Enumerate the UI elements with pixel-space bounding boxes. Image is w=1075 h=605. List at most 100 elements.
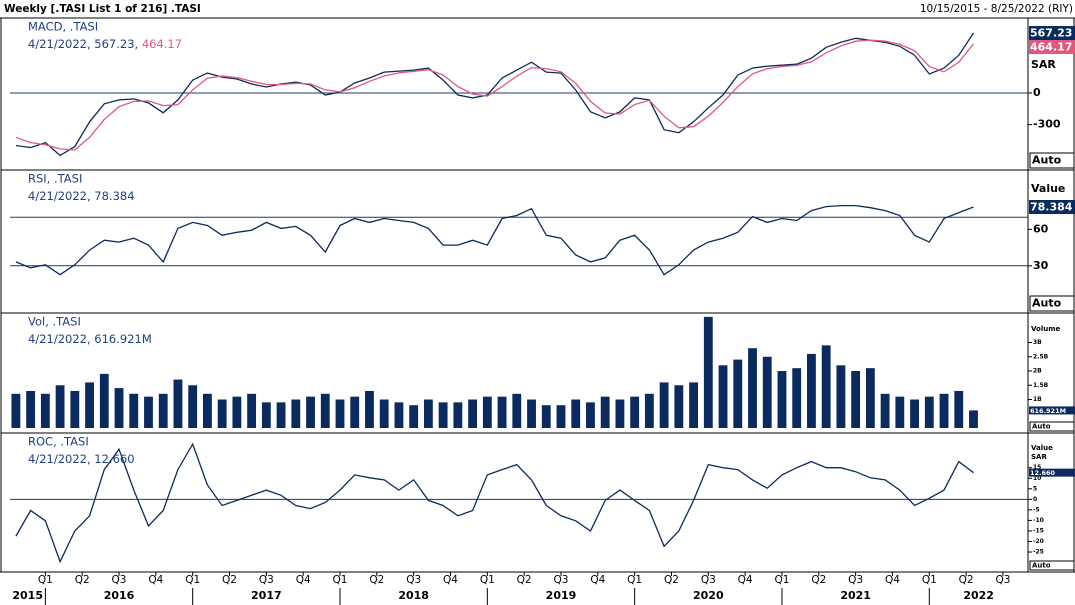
volume-bar <box>969 410 978 429</box>
volume-bar <box>482 396 492 429</box>
x-tick-label: Q4 <box>885 574 900 586</box>
volume-bar <box>497 396 507 429</box>
volume-bar <box>659 382 669 429</box>
last-value-label: 464.17 <box>1030 41 1072 54</box>
x-tick-label: Q3 <box>259 574 274 586</box>
volume-bar <box>394 402 404 429</box>
axis-title: SAR <box>1031 58 1056 71</box>
volume-bar <box>335 399 345 429</box>
axis-title: SAR <box>1031 453 1047 461</box>
volume-bar <box>615 399 625 429</box>
volume-bar <box>188 385 198 429</box>
volume-bar <box>910 399 919 429</box>
volume-bar <box>792 368 802 429</box>
y-tick-label: 2B <box>1033 368 1042 375</box>
x-tick-label: Q2 <box>959 574 974 586</box>
volume-bar <box>99 373 109 429</box>
panel-title: MACD, .TASI <box>28 20 98 34</box>
volume-bar <box>129 393 139 429</box>
panel-title: RSI, .TASI <box>28 172 82 186</box>
y-tick-label: 1B <box>1033 396 1042 403</box>
y-tick-label: -20 <box>1033 538 1044 545</box>
x-tick-label: Q3 <box>701 574 716 586</box>
x-tick-label: Q4 <box>296 574 311 586</box>
volume-bar <box>718 365 728 429</box>
panel-readout: 4/21/2022, 78.384 <box>28 189 135 203</box>
year-label: 2015 <box>12 589 43 602</box>
volume-bar <box>541 405 551 429</box>
y-tick-label: 0 <box>1033 86 1041 99</box>
auto-label: Auto <box>1032 297 1062 310</box>
year-label: 2017 <box>251 589 282 602</box>
volume-bar <box>924 396 934 429</box>
x-tick-label: Q3 <box>112 574 127 586</box>
volume-bar <box>748 348 757 429</box>
y-tick-label: 30 <box>1033 259 1049 272</box>
y-tick-label: -15 <box>1033 527 1044 534</box>
x-tick-label: Q1 <box>922 574 937 586</box>
auto-button <box>1029 421 1075 432</box>
series-line <box>15 39 975 151</box>
y-tick-label: 2.5B <box>1033 353 1049 360</box>
volume-bar <box>865 368 875 429</box>
x-tick-label: Q1 <box>627 574 642 586</box>
y-tick-label: 60 <box>1033 222 1049 235</box>
volume-bar <box>40 393 50 429</box>
x-tick-label: Q2 <box>517 574 532 586</box>
x-tick-label: Q4 <box>590 574 605 586</box>
year-label: 2021 <box>840 589 871 602</box>
volume-bar <box>468 399 478 429</box>
auto-button <box>1029 152 1075 169</box>
volume-bar <box>276 402 286 429</box>
auto-label: Auto <box>1032 423 1051 431</box>
y-tick-label: 3B <box>1033 339 1042 346</box>
x-tick-label: Q3 <box>995 574 1010 586</box>
volume-bar <box>232 396 242 429</box>
axis-title: Volume <box>1031 325 1061 333</box>
x-tick-label: Q3 <box>554 574 569 586</box>
volume-bar <box>836 365 846 429</box>
volume-bar <box>600 396 610 429</box>
x-tick-label: Q2 <box>222 574 237 586</box>
y-tick-label: 5 <box>1033 485 1037 492</box>
volume-bar <box>11 393 21 429</box>
readout-part: 4/21/2022, 567.23, <box>28 37 142 51</box>
year-label: 2016 <box>104 589 135 602</box>
y-tick-label: 15 <box>1033 464 1041 471</box>
volume-bar <box>762 356 772 429</box>
volume-bar <box>644 393 654 429</box>
volume-bar <box>291 399 301 429</box>
panel-readout: 4/21/2022, 12.660 <box>28 452 135 466</box>
x-tick-label: Q1 <box>774 574 789 586</box>
volume-bar <box>85 382 94 429</box>
x-tick-label: Q2 <box>664 574 679 586</box>
volume-bar <box>630 396 640 429</box>
volume-bar <box>158 393 168 429</box>
volume-bar <box>379 399 389 429</box>
volume-bar <box>586 402 595 429</box>
volume-bar <box>144 396 153 429</box>
volume-bar <box>939 393 949 429</box>
x-tick-label: Q1 <box>185 574 200 586</box>
volume-bar <box>674 385 684 429</box>
volume-bar <box>453 402 463 429</box>
x-tick-label: Q3 <box>848 574 863 586</box>
volume-bar <box>306 396 315 429</box>
readout-part: 4/21/2022, 616.921M <box>28 332 152 346</box>
volume-bar <box>365 390 374 429</box>
last-value-box <box>1029 26 1075 41</box>
volume-bar <box>527 399 536 429</box>
volume-bar <box>55 385 65 429</box>
x-tick-label: Q1 <box>38 574 53 586</box>
y-tick-label: 1.5B <box>1033 382 1049 389</box>
x-tick-label: Q1 <box>480 574 495 586</box>
volume-bar <box>512 393 522 429</box>
volume-bar <box>409 405 419 429</box>
volume-bar <box>350 396 360 429</box>
x-tick-label: Q1 <box>333 574 348 586</box>
last-value-box <box>1029 40 1075 55</box>
y-tick-label: -10 <box>1033 517 1044 524</box>
auto-label: Auto <box>1032 562 1051 570</box>
